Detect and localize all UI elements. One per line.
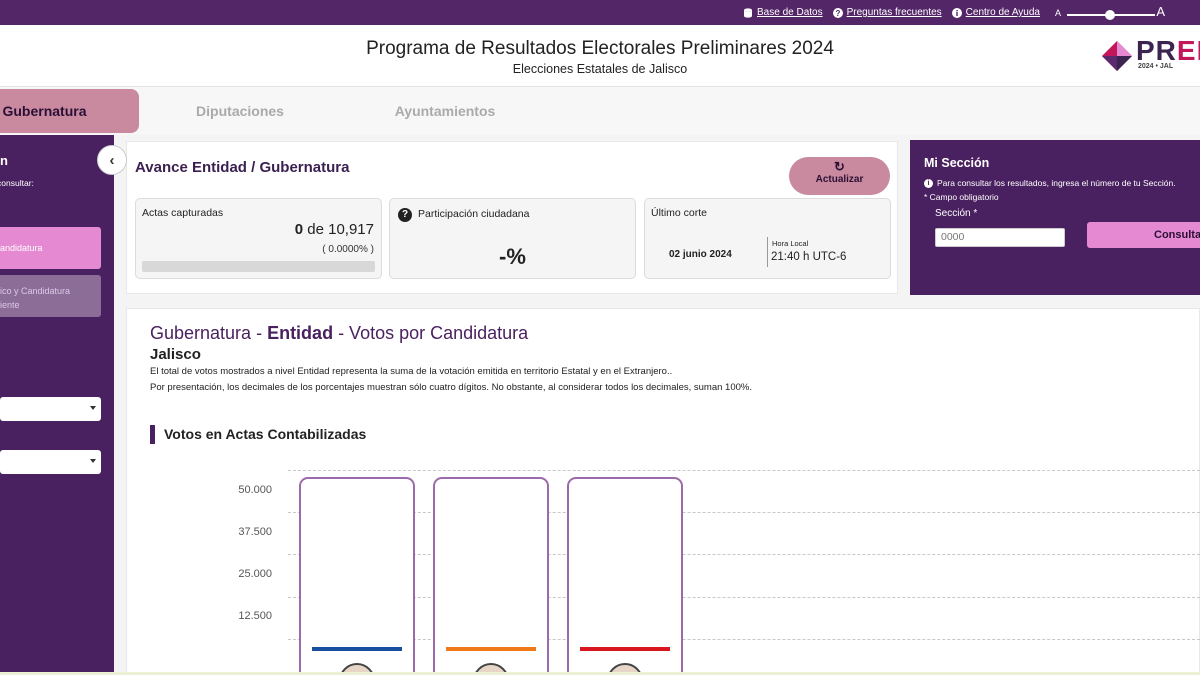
actas-label: Actas capturadas [142, 207, 224, 219]
collapse-sidebar-button[interactable]: ‹ [97, 145, 127, 175]
refresh-icon: ↻ [834, 159, 845, 174]
database-link-label: Base de Datos [757, 7, 823, 18]
election-tabs: Gubernatura Diputaciones Ayuntamientos [0, 87, 1200, 135]
bottom-strip [0, 672, 1200, 675]
top-bar: Base de Datos ? Preguntas frecuentes Cen… [0, 0, 1200, 25]
sidebar-item-label: iente [0, 300, 20, 310]
results-note-1: El total de votos mostrados a nivel Enti… [150, 366, 673, 377]
tab-gubernatura[interactable]: Gubernatura [0, 89, 139, 133]
sidebar-item-label: andidatura [0, 243, 43, 253]
font-large-label: A [1156, 4, 1165, 19]
help-center-link[interactable]: Centro de Ayuda [951, 7, 1040, 18]
database-link[interactable]: Base de Datos [743, 7, 823, 18]
refresh-label: Actualizar [815, 174, 864, 185]
y-tick-label: 37.500 [238, 526, 272, 538]
avance-title: Avance Entidad / Gubernatura [135, 159, 350, 176]
sidebar-hint: eseas consultar: [0, 178, 34, 188]
y-tick-label: 12.500 [238, 610, 272, 622]
actas-box: Actas capturadas 0 de 10,917 ( 0.0000% ) [135, 198, 382, 279]
info-circle-icon [951, 7, 962, 18]
sidebar-heading: n [0, 153, 8, 168]
participacion-value: -% [499, 244, 526, 269]
page-subtitle: Elecciones Estatales de Jalisco [512, 62, 688, 76]
sidebar: n eseas consultar: andidatura ico y Cand… [0, 135, 114, 675]
actas-value: 0 de 10,917 [294, 221, 374, 238]
refresh-button[interactable]: ↻ Actualizar [789, 157, 890, 195]
party-color-bar [312, 647, 402, 651]
help-center-link-label: Centro de Ayuda [965, 7, 1040, 18]
results-title: Gubernatura - Entidad - Votos por Candid… [150, 323, 529, 343]
question-circle-icon: ? [832, 7, 843, 18]
question-circle-icon[interactable]: ? [398, 208, 412, 222]
grid-line [288, 597, 1200, 598]
hora-local-label: Hora Local [772, 239, 809, 248]
avance-card: Avance Entidad / Gubernatura ↻ Actualiza… [126, 141, 898, 294]
prep-logo: PREP 2024 • JAL [1100, 35, 1200, 77]
sidebar-item-partido-candidatura[interactable]: ico y Candidatura iente [0, 275, 101, 317]
grid-line [288, 470, 1200, 471]
database-icon [744, 7, 752, 18]
candidate-bar[interactable] [299, 477, 415, 675]
tab-ayuntamientos[interactable]: Ayuntamientos [394, 103, 496, 119]
tab-diputaciones[interactable]: Diputaciones [196, 103, 284, 119]
corte-label: Último corte [651, 207, 708, 219]
slider-knob[interactable] [1105, 10, 1115, 20]
results-note-2: Por presentación, los decimales de los p… [150, 382, 752, 393]
grid-line [288, 639, 1200, 640]
required-note: * Campo obligatorio [924, 192, 999, 202]
actas-percent: ( 0.0000% ) [322, 244, 374, 255]
chevron-down-icon [90, 459, 96, 463]
results-place: Jalisco [150, 346, 201, 363]
hora-local-value: 21:40 h UTC-6 [771, 251, 847, 263]
font-size-slider[interactable]: A A [1055, 4, 1175, 21]
page-header: Programa de Resultados Electorales Preli… [0, 25, 1200, 87]
mi-seccion-info: i Para consultar los resultados, ingresa… [924, 178, 1176, 188]
seccion-input[interactable]: 0000 [935, 228, 1065, 247]
candidate-bar[interactable] [433, 477, 549, 675]
sidebar-item-candidatura[interactable]: andidatura [0, 227, 101, 269]
sidebar-select-2[interactable] [0, 450, 101, 474]
party-color-bar [580, 647, 670, 651]
mi-seccion-panel: Mi Sección i Para consultar los resultad… [910, 140, 1200, 295]
faq-link[interactable]: ? Preguntas frecuentes [832, 7, 942, 18]
actas-progress-bar [142, 261, 375, 272]
corte-divider [767, 237, 768, 267]
participacion-box: ? Participación ciudadana -% [389, 198, 636, 279]
candidate-bar[interactable] [567, 477, 683, 675]
sidebar-item-label: ico y Candidatura [0, 286, 71, 296]
page-title: Programa de Resultados Electorales Preli… [366, 38, 834, 59]
info-circle-icon: i [924, 178, 933, 188]
faq-link-label: Preguntas frecuentes [846, 7, 942, 18]
section-heading: Votos en Actas Contabilizadas [150, 425, 366, 444]
votes-chart: 50.000 37.500 25.000 12.500 [220, 465, 1200, 675]
svg-text:?: ? [835, 9, 840, 18]
seccion-label: Sección * [935, 208, 978, 219]
logo-mark-icon [1102, 41, 1132, 71]
y-tick-label: 25.000 [238, 568, 272, 580]
mi-seccion-title: Mi Sección [924, 156, 990, 170]
chevron-left-icon: ‹ [109, 151, 115, 169]
corte-box: Último corte 02 junio 2024 Hora Local 21… [644, 198, 891, 279]
participacion-label: Participación ciudadana [418, 208, 530, 220]
logo-text: PREP [1136, 35, 1200, 66]
grid-line [288, 512, 1200, 513]
chevron-down-icon [90, 406, 96, 410]
party-color-bar [446, 647, 536, 651]
font-small-label: A [1055, 8, 1062, 18]
y-tick-label: 50.000 [238, 484, 272, 496]
consulta-button[interactable]: Consulta [1087, 222, 1200, 248]
mi-seccion-info-text: Para consultar los resultados, ingresa e… [937, 178, 1176, 188]
top-links: Base de Datos ? Preguntas frecuentes Cen… [743, 7, 1040, 18]
corte-date: 02 junio 2024 [669, 249, 732, 260]
logo-subtext: 2024 • JAL [1138, 63, 1174, 70]
grid-line [288, 554, 1200, 555]
sidebar-select-1[interactable] [0, 397, 101, 421]
